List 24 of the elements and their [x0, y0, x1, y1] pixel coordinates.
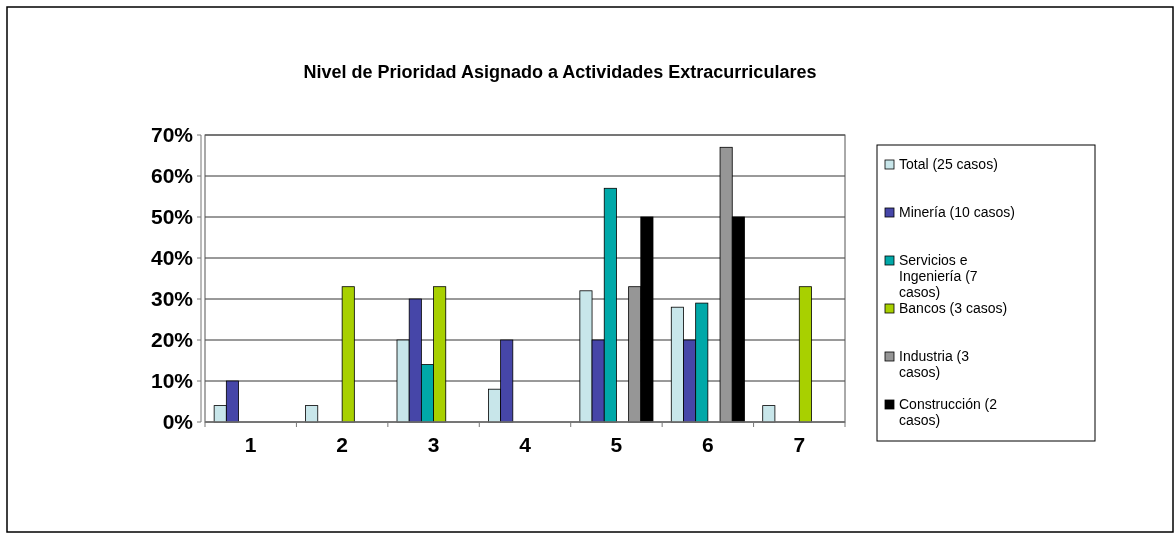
y-tick-label: 0% [162, 410, 194, 434]
x-tick-label: 7 [793, 433, 806, 456]
legend-label: Industria (3 casos) [899, 348, 970, 380]
y-tick-label: 70% [150, 123, 194, 147]
y-tick-label: 30% [150, 287, 194, 311]
legend-label: Construcción (2 casos) [899, 396, 998, 428]
x-tick-label: 6 [702, 433, 714, 456]
y-tick-label: 60% [150, 164, 194, 188]
chart-title: Nivel de Prioridad Asignado a Actividades Extracurriculares [303, 62, 817, 82]
y-tick-label: 10% [150, 369, 194, 393]
y-tick-label: 20% [150, 328, 194, 352]
x-tick-label: 2 [336, 433, 348, 456]
x-tick-label: 3 [427, 433, 440, 456]
x-tick-label: 5 [610, 433, 623, 456]
bar [762, 405, 776, 423]
legend-label: Servicios e Ingeniería (7 casos) [899, 252, 978, 300]
x-tick-label: 1 [244, 433, 257, 456]
y-tick-label: 50% [150, 205, 194, 229]
y-tick-label: 40% [150, 246, 194, 270]
legend-label: Bancos (3 casos) [899, 300, 1008, 316]
legend-label: Total (25 casos) [899, 156, 998, 172]
x-tick-label: 4 [519, 433, 532, 456]
legend-label: Minería (10 casos) [899, 204, 1015, 220]
bar [305, 405, 319, 423]
